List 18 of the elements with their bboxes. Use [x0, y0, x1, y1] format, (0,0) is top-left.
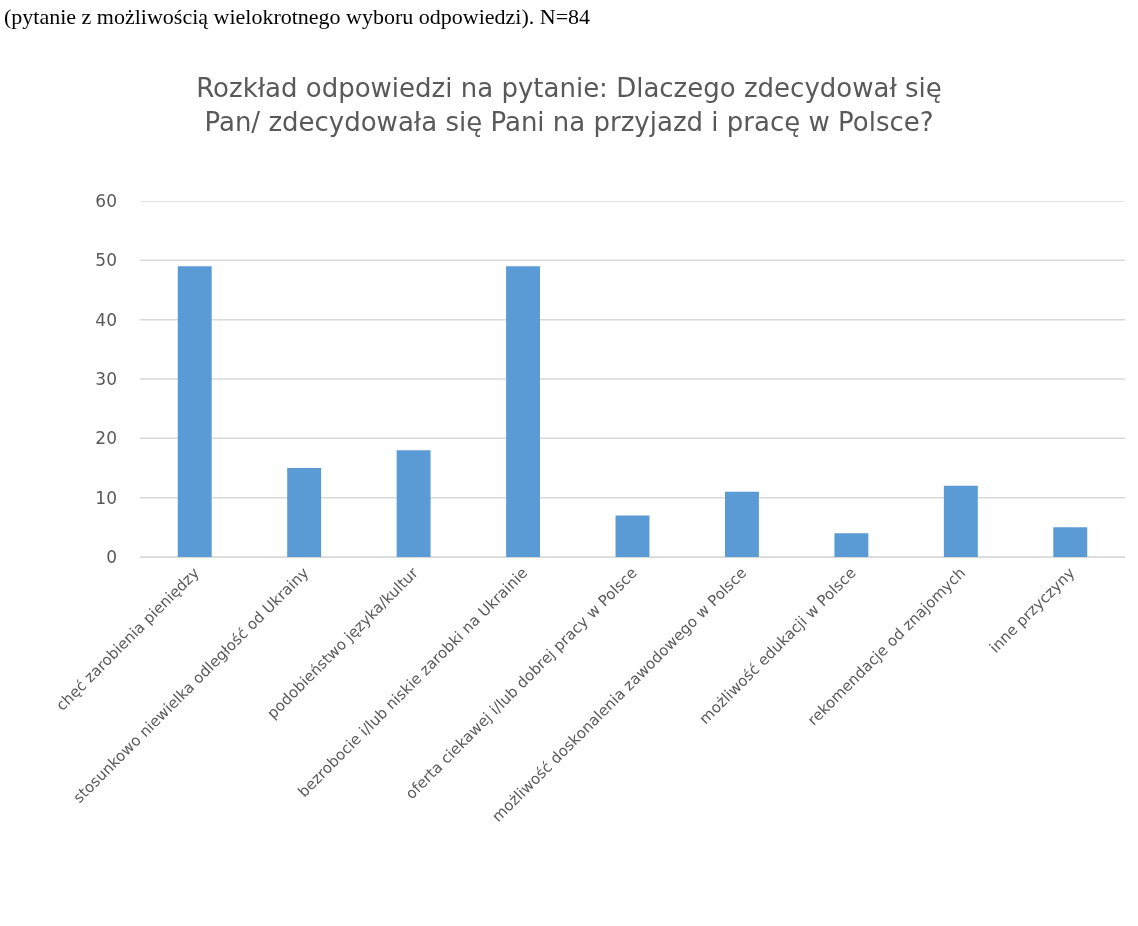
y-tick-label: 30: [95, 368, 117, 389]
bar: [177, 266, 212, 557]
chart-title: Rozkład odpowiedzi na pytanie: Dlaczego zdecydował się Pan/ zdecydowała się Pani na przyjazd i pracę w Polsce?: [196, 73, 942, 138]
y-tick-label: 40: [95, 309, 117, 330]
y-tick-label: 0: [106, 546, 117, 567]
bar: [615, 515, 650, 557]
bar: [396, 450, 431, 557]
bar: [834, 533, 869, 557]
y-tick-label: 10: [95, 487, 117, 508]
y-tick-label: 60: [95, 190, 117, 211]
bar: [506, 266, 541, 557]
bar: [1053, 527, 1088, 557]
y-tick-label: 50: [95, 250, 117, 271]
bar: [943, 485, 978, 557]
bar: [724, 491, 759, 557]
text: (pytanie z możliwością wielokrotnego wyboru odpowiedzi). N=84: [4, 4, 591, 29]
bar: [287, 468, 322, 557]
y-tick-label: 20: [95, 428, 117, 449]
